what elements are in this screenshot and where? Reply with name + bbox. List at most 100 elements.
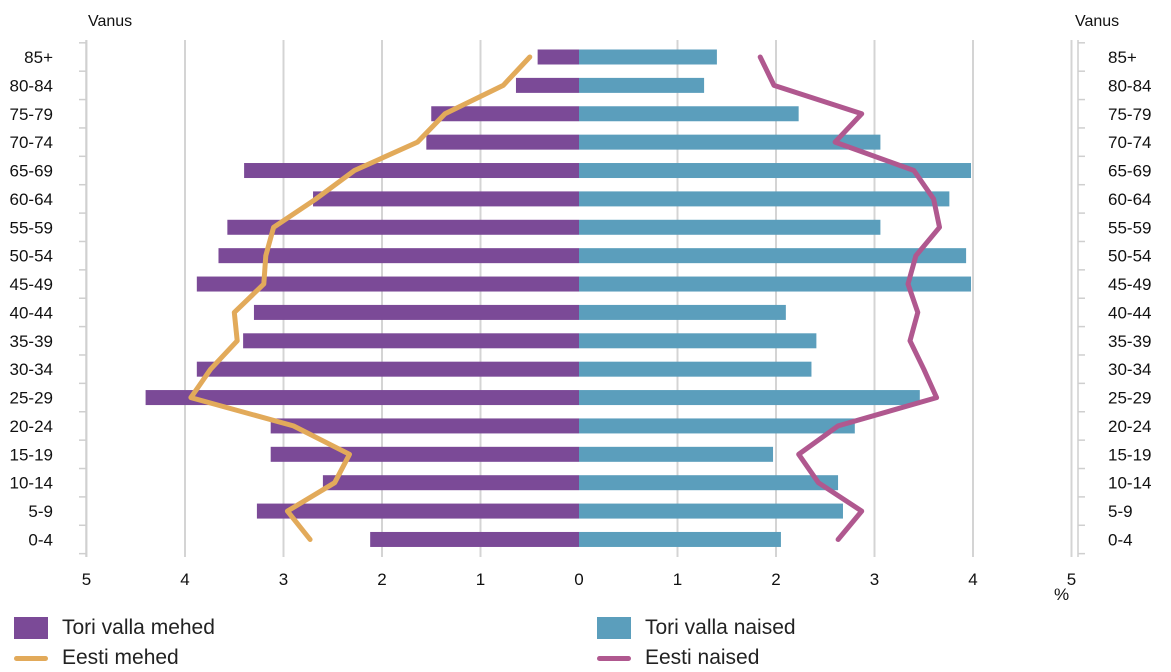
age-tick-label-left: 15-19 (10, 445, 53, 464)
legend-label-men-bar: Tori valla mehed (62, 616, 215, 639)
x-tick-label: 5 (1067, 570, 1076, 589)
men-bar (431, 106, 579, 122)
age-tick-label-right: 75-79 (1108, 105, 1151, 124)
gridlines (85, 40, 1073, 557)
x-tick-label: 2 (771, 570, 780, 589)
age-tick-label-right: 45-49 (1108, 275, 1151, 294)
legend-item-women-line: Eesti naised (597, 644, 759, 672)
x-tick-label: 3 (279, 570, 288, 589)
right-axis-title: Vanus (1075, 13, 1119, 30)
legend-label-men-line: Eesti mehed (62, 646, 179, 669)
age-tick-label-left: 60-64 (10, 190, 53, 209)
age-tick-label-right: 20-24 (1108, 417, 1151, 436)
x-tick-label: 2 (377, 570, 386, 589)
left-age-axis: 85+ 80-84 75-79 70-74 65-69 60-64 55-59 50-54 45… (10, 40, 87, 557)
age-tick-label-right: 35-39 (1108, 332, 1151, 351)
x-tick-label: 4 (968, 570, 977, 589)
women-bar (579, 531, 781, 547)
women-bar (579, 248, 967, 264)
men-bar (145, 390, 579, 406)
age-tick-label-left: 10-14 (10, 474, 53, 493)
reference-lines (188, 54, 942, 542)
age-tick-label-right: 40-44 (1108, 303, 1151, 322)
legend-label-women-bar: Tori valla naised (645, 616, 796, 639)
men-bar (218, 248, 580, 264)
age-tick-label-left: 20-24 (10, 417, 53, 436)
age-tick-label-left: 50-54 (10, 247, 53, 266)
legend-label-women-line: Eesti naised (645, 646, 760, 669)
women-bar (579, 77, 705, 93)
age-tick-label-left: 70-74 (10, 133, 53, 152)
men-bar (253, 304, 579, 320)
age-tick-label-right: 80-84 (1108, 76, 1151, 95)
age-tick-label-right: 15-19 (1108, 445, 1151, 464)
women-bar (579, 503, 843, 519)
x-tick-label: 5 (82, 570, 91, 589)
x-tick-label: 1 (673, 570, 682, 589)
men-bar (196, 361, 579, 377)
estonia-men-line (188, 54, 533, 542)
women-bar (579, 333, 817, 349)
age-tick-label-left: 75-79 (10, 105, 53, 124)
bars (145, 49, 972, 547)
men-bar (515, 77, 579, 93)
women-bar (579, 219, 881, 235)
legend-item-men-line: Eesti mehed (14, 644, 179, 672)
age-tick-label-left: 40-44 (10, 303, 53, 322)
women-bar (579, 276, 972, 292)
men-bar (243, 333, 580, 349)
x-unit-label: % (1054, 585, 1069, 604)
legend-item-men-bar: Tori valla mehed (14, 614, 215, 642)
men-bar (244, 163, 579, 179)
women-bar (579, 134, 881, 150)
age-tick-label-left: 0-4 (28, 530, 53, 549)
age-tick-label-right: 0-4 (1108, 530, 1133, 549)
age-tick-label-left: 85+ (24, 48, 53, 67)
men-bar (370, 531, 579, 547)
women-bar (579, 390, 920, 406)
legend: Tori valla mehed Eesti mehed Tori valla … (0, 610, 1171, 671)
men-bar (322, 475, 579, 491)
age-tick-label-right: 70-74 (1108, 133, 1151, 152)
age-tick-label-left: 80-84 (10, 76, 53, 95)
age-tick-label-right: 30-34 (1108, 360, 1151, 379)
women-bar (579, 191, 950, 207)
x-tick-label: 3 (870, 570, 879, 589)
age-tick-label-left: 5-9 (28, 502, 53, 521)
age-tick-label-right: 25-29 (1108, 389, 1151, 408)
men-bar (256, 503, 579, 519)
age-tick-label-left: 35-39 (10, 332, 53, 351)
women-bar (579, 446, 774, 462)
women-bar (579, 106, 799, 122)
right-age-axis: 85+ 80-84 75-79 70-74 65-69 60-64 55-59 50-54 45… (1077, 40, 1151, 557)
estonia-women-line (757, 54, 942, 542)
women-bar (579, 304, 786, 320)
age-tick-label-right: 60-64 (1108, 190, 1151, 209)
left-axis-title: Vanus (88, 13, 132, 30)
age-tick-label-left: 25-29 (10, 389, 53, 408)
men-bar (270, 418, 579, 434)
age-tick-label-right: 85+ (1108, 48, 1137, 67)
age-tick-label-left: 30-34 (10, 360, 53, 379)
legend-swatch-women-bar (597, 617, 631, 639)
age-tick-label-right: 10-14 (1108, 474, 1151, 493)
legend-swatch-women-line (597, 655, 631, 661)
women-bar (579, 361, 812, 377)
age-tick-label-right: 50-54 (1108, 247, 1151, 266)
age-tick-label-right: 5-9 (1108, 502, 1133, 521)
x-axis: 5 4 3 2 1 0 1 2 3 4 5 (82, 570, 1076, 589)
women-bar (579, 418, 855, 434)
men-bar (196, 276, 579, 292)
x-tick-label: 0 (574, 570, 583, 589)
men-bar (313, 191, 579, 207)
age-tick-label-left: 55-59 (10, 218, 53, 237)
age-tick-label-left: 45-49 (10, 275, 53, 294)
men-bar (426, 134, 579, 150)
age-tick-label-right: 55-59 (1108, 218, 1151, 237)
legend-item-women-bar: Tori valla naised (597, 614, 796, 642)
x-tick-label: 1 (476, 570, 485, 589)
women-bar (579, 49, 717, 65)
age-tick-label-left: 65-69 (10, 162, 53, 181)
legend-swatch-men-line (14, 655, 48, 661)
